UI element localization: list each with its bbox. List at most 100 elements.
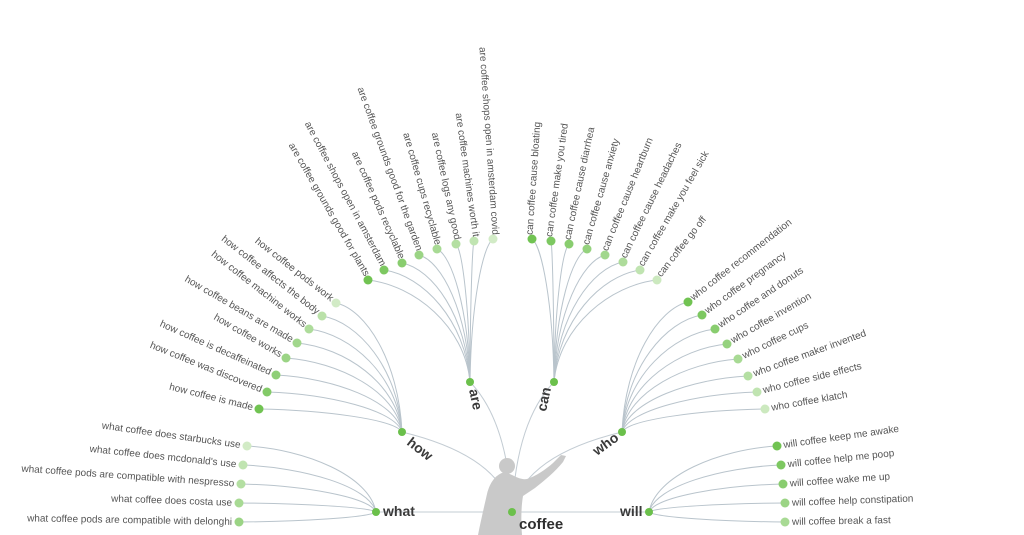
leaf-node-how[interactable] [317, 311, 327, 321]
nodes-layer [234, 234, 790, 527]
leaf-node-can[interactable] [546, 236, 556, 246]
leaf-link-can [531, 238, 555, 383]
leaf-node-what[interactable] [242, 441, 252, 451]
leaf-node-who[interactable] [752, 387, 762, 397]
leaf-node-are[interactable] [469, 236, 479, 246]
leaf-node-what[interactable] [234, 517, 244, 527]
leaf-link-who [621, 358, 739, 433]
leaf-label-will[interactable]: will coffee help constipation [791, 494, 914, 509]
branch-node-will[interactable] [645, 508, 653, 516]
leaf-node-can[interactable] [527, 234, 537, 244]
branch-label-will[interactable]: will [619, 503, 643, 519]
leaf-link-how [321, 315, 403, 433]
leaf-node-who[interactable] [722, 339, 732, 349]
leaf-node-are[interactable] [363, 275, 373, 285]
person-silhouette-icon [478, 455, 566, 535]
leaf-node-can[interactable] [635, 265, 645, 275]
leaf-label-can[interactable]: can coffee cause bloating [525, 121, 544, 235]
branch-label-can[interactable]: can [533, 386, 554, 413]
leaf-link-who [621, 408, 766, 433]
leaf-node-are[interactable] [379, 265, 389, 275]
leaf-link-how [275, 374, 403, 433]
root-label[interactable]: coffee [519, 516, 563, 533]
leaf-link-will [648, 483, 784, 513]
leaf-node-who[interactable] [760, 404, 770, 414]
leaf-link-are [418, 254, 471, 383]
leaf-label-what[interactable]: what coffee does mcdonald's use [88, 444, 237, 470]
leaf-link-are [469, 238, 494, 383]
leaf-label-will[interactable]: will coffee help me poop [786, 448, 895, 470]
leaf-node-what[interactable] [238, 460, 248, 470]
leaf-node-how[interactable] [292, 338, 302, 348]
leaf-link-what [238, 502, 377, 513]
leaf-link-can [553, 269, 641, 383]
leaf-node-will[interactable] [776, 460, 786, 470]
leaf-node-are[interactable] [414, 250, 424, 260]
leaf-link-will [648, 464, 782, 513]
leaf-link-who [621, 328, 716, 433]
leaf-label-what[interactable]: what coffee does costa use [110, 494, 233, 509]
leaf-node-are[interactable] [432, 244, 442, 254]
leaf-node-what[interactable] [234, 498, 244, 508]
leaf-link-can [553, 279, 658, 383]
links-layer [238, 238, 786, 523]
branch-node-how[interactable] [398, 428, 406, 436]
leaf-node-who[interactable] [697, 310, 707, 320]
leaf-link-what [238, 511, 377, 523]
branch-node-are[interactable] [466, 378, 474, 386]
leaf-link-are [436, 248, 471, 383]
leaf-node-how[interactable] [304, 324, 314, 334]
leaf-link-can [553, 248, 588, 383]
leaf-link-can [553, 261, 624, 383]
branch-node-who[interactable] [618, 428, 626, 436]
leaf-node-can[interactable] [564, 239, 574, 249]
leaf-link-who [621, 314, 703, 433]
leaf-link-will [648, 511, 786, 523]
branch-node-what[interactable] [372, 508, 380, 516]
leaf-node-can[interactable] [582, 244, 592, 254]
leaf-node-will[interactable] [772, 441, 782, 451]
leaf-node-can[interactable] [618, 257, 628, 267]
leaf-label-what[interactable]: what coffee pods are compatible with del… [26, 513, 232, 528]
leaf-link-how [266, 391, 403, 433]
leaf-link-will [648, 445, 778, 513]
leaf-link-are [401, 262, 471, 383]
leaf-link-are [383, 269, 471, 383]
leaf-link-how [308, 328, 403, 433]
leaf-node-are[interactable] [488, 234, 498, 244]
leaf-link-can [553, 243, 570, 383]
leaf-label-will[interactable]: will coffee break a fast [791, 515, 891, 528]
leaf-link-what [240, 483, 377, 513]
leaf-node-how[interactable] [331, 298, 341, 308]
leaf-label-what[interactable]: what coffee pods are compatible with nes… [20, 464, 235, 490]
root-node[interactable] [508, 508, 516, 516]
branch-node-can[interactable] [550, 378, 558, 386]
leaf-label-who[interactable]: who coffee klatch [770, 390, 849, 414]
leaf-node-who[interactable] [710, 324, 720, 334]
leaf-node-can[interactable] [652, 275, 662, 285]
leaf-node-will[interactable] [778, 479, 788, 489]
leaf-node-will[interactable] [780, 498, 790, 508]
leaf-link-how [296, 342, 403, 433]
leaf-node-how[interactable] [281, 353, 291, 363]
leaf-node-how[interactable] [254, 404, 264, 414]
leaf-node-are[interactable] [451, 239, 461, 249]
leaf-node-how[interactable] [271, 370, 281, 380]
leaf-link-will [648, 502, 786, 513]
leaf-node-will[interactable] [780, 517, 790, 527]
leaf-link-what [246, 445, 377, 513]
leaf-node-who[interactable] [683, 297, 693, 307]
branch-label-what[interactable]: what [382, 503, 415, 519]
leaf-node-how[interactable] [262, 387, 272, 397]
leaf-node-can[interactable] [600, 250, 610, 260]
leaf-node-are[interactable] [397, 258, 407, 268]
branch-label-how[interactable]: how [404, 434, 436, 464]
leaf-node-who[interactable] [733, 354, 743, 364]
leaf-label-will[interactable]: will coffee keep me awake [782, 424, 900, 451]
leaf-node-who[interactable] [743, 371, 753, 381]
leaf-label-are[interactable]: are coffee shops open in amsterdam covid [476, 47, 500, 236]
leaf-node-what[interactable] [236, 479, 246, 489]
branch-label-are[interactable]: are [466, 387, 486, 411]
leaf-label-will[interactable]: will coffee wake me up [788, 471, 890, 489]
